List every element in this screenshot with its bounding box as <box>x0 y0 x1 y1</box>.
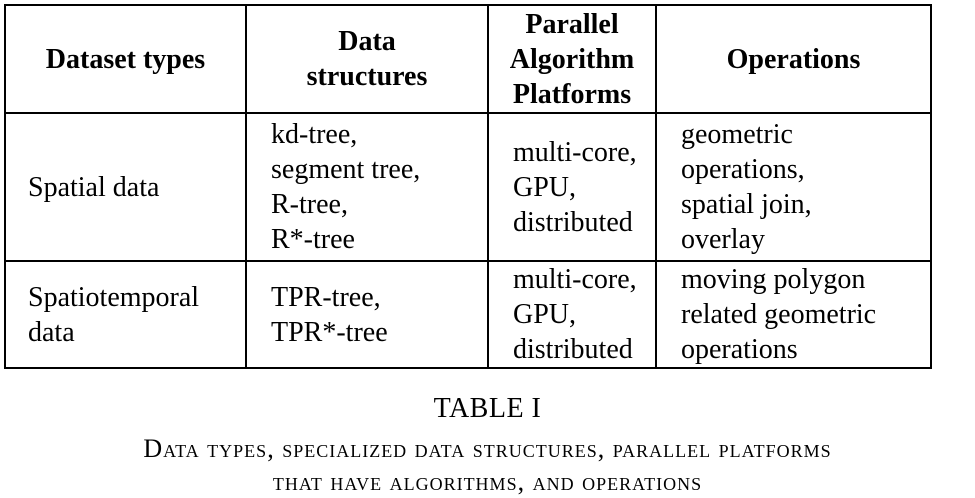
cell-line: multi-core, <box>513 136 637 168</box>
cell-platforms: multi-core, GPU, distributed <box>487 112 657 262</box>
cell-line: GPU, <box>513 299 577 330</box>
cell-line: kd-tree, <box>271 119 358 150</box>
header-line: Algorithm <box>509 43 635 75</box>
cell-line: moving polygon <box>681 264 866 295</box>
table-header-row: Dataset types Data structures Parallel A… <box>4 4 932 114</box>
cell-line: R*-tree <box>271 224 355 255</box>
cell-data-structures: TPR-tree, TPR*-tree <box>245 260 489 369</box>
cell-line: operations <box>681 334 798 365</box>
header-line: Data <box>338 26 396 57</box>
cell-operations: geometric operations, spatial join, over… <box>655 112 932 262</box>
header-line: Dataset types <box>45 43 206 75</box>
cell-line: TPR-tree, <box>271 281 381 313</box>
header-operations: Operations <box>655 4 932 114</box>
table-row: Spatial data kd-tree, segment tree, R-tr… <box>4 112 932 262</box>
table-caption: Data types, specialized data structures,… <box>0 432 975 498</box>
cell-line: Spatial data <box>28 171 160 203</box>
table-row: Spatiotemporal data TPR-tree, TPR*-tree … <box>4 260 932 369</box>
header-dataset-types: Dataset types <box>4 4 247 114</box>
header-parallel-algorithm-platforms: Parallel Algorithm Platforms <box>487 4 657 114</box>
cell-line: distributed <box>513 206 633 238</box>
cell-line: geometric <box>681 119 793 150</box>
table-number: TABLE I <box>433 393 542 424</box>
cell-line: TPR*-tree <box>271 316 388 348</box>
cell-line: overlay <box>681 224 765 255</box>
caption-line: that have algorithms, and operations <box>272 467 703 496</box>
header-line: Operations <box>726 43 861 75</box>
header-data-structures: Data structures <box>245 4 489 114</box>
header-line: Platforms <box>512 78 632 110</box>
cell-line: spatial join, <box>681 189 812 220</box>
cell-line: operations, <box>681 154 805 185</box>
cell-line: segment tree, <box>271 154 421 185</box>
cell-line: GPU, <box>513 171 577 203</box>
cell-dataset-type: Spatiotemporal data <box>4 260 247 369</box>
header-line: structures <box>306 61 428 92</box>
cell-dataset-type: Spatial data <box>4 112 247 262</box>
header-line: Parallel <box>525 8 619 40</box>
cell-line: related geometric <box>681 299 877 330</box>
data-table: Dataset types Data structures Parallel A… <box>4 4 932 369</box>
cell-line: data <box>28 316 75 348</box>
cell-platforms: multi-core, GPU, distributed <box>487 260 657 369</box>
cell-line: multi-core, <box>513 264 637 295</box>
data-table-container: Dataset types Data structures Parallel A… <box>4 4 932 369</box>
cell-line: Spatiotemporal <box>28 281 200 313</box>
cell-line: R-tree, <box>271 189 348 220</box>
cell-line: distributed <box>513 334 633 365</box>
cell-operations: moving polygon related geometric operati… <box>655 260 932 369</box>
cell-data-structures: kd-tree, segment tree, R-tree, R*-tree <box>245 112 489 262</box>
caption-line: Data types, specialized data structures,… <box>143 434 832 463</box>
